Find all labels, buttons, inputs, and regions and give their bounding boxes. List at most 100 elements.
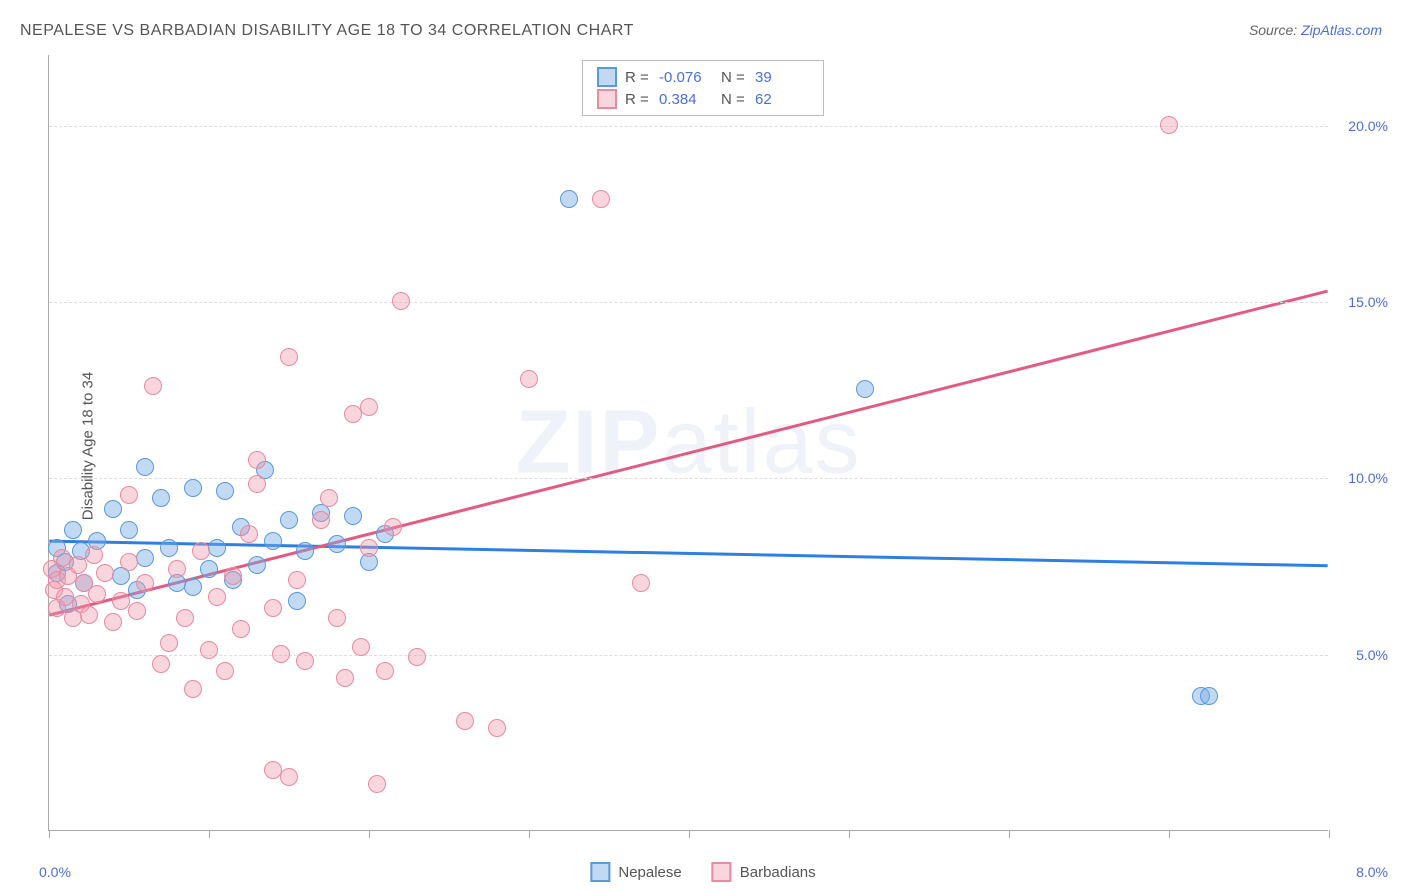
scatter-point [152, 655, 170, 673]
stat-r-label: R = [625, 91, 651, 108]
stat-n-value: 62 [755, 91, 809, 108]
scatter-point [560, 190, 578, 208]
x-tick [49, 830, 50, 838]
x-tick [529, 830, 530, 838]
stats-swatch [597, 89, 617, 109]
scatter-point [392, 292, 410, 310]
gridline [49, 478, 1328, 479]
stats-swatch [597, 67, 617, 87]
gridline [49, 126, 1328, 127]
scatter-point [408, 648, 426, 666]
stats-row: R = -0.076 N = 39 [597, 67, 809, 87]
scatter-point [456, 712, 474, 730]
scatter-point [280, 511, 298, 529]
scatter-point [120, 553, 138, 571]
scatter-point [208, 588, 226, 606]
scatter-point [360, 398, 378, 416]
legend-item: Nepalese [590, 862, 681, 882]
scatter-point [368, 775, 386, 793]
scatter-point [88, 585, 106, 603]
stat-r-value: -0.076 [659, 69, 713, 86]
scatter-point [344, 507, 362, 525]
scatter-point [248, 556, 266, 574]
scatter-point [136, 458, 154, 476]
scatter-point [248, 451, 266, 469]
y-tick-label: 10.0% [1348, 470, 1388, 486]
stat-r-value: 0.384 [659, 91, 713, 108]
scatter-point [264, 532, 282, 550]
bottom-legend: Nepalese Barbadians [590, 862, 815, 882]
stats-box: R = -0.076 N = 39 R = 0.384 N = 62 [582, 60, 824, 116]
trend-lines [49, 55, 1328, 830]
scatter-point [1200, 687, 1218, 705]
scatter-point [184, 578, 202, 596]
scatter-point [592, 190, 610, 208]
y-tick-label: 20.0% [1348, 118, 1388, 134]
scatter-point [296, 542, 314, 560]
scatter-point [152, 489, 170, 507]
scatter-point [128, 602, 146, 620]
scatter-point [352, 638, 370, 656]
scatter-point [856, 380, 874, 398]
source-attribution: Source: ZipAtlas.com [1249, 22, 1382, 38]
scatter-point [160, 539, 178, 557]
scatter-point [120, 521, 138, 539]
x-tick [689, 830, 690, 838]
scatter-point [176, 609, 194, 627]
plot-area: ZIPatlas 5.0%10.0%15.0%20.0%0.0%8.0% [48, 55, 1328, 831]
scatter-point [376, 662, 394, 680]
x-tick [1009, 830, 1010, 838]
scatter-point [120, 486, 138, 504]
legend-swatch [590, 862, 610, 882]
stat-n-value: 39 [755, 69, 809, 86]
x-label-right: 8.0% [1356, 864, 1388, 880]
scatter-point [520, 370, 538, 388]
trend-line [49, 291, 1327, 615]
y-tick-label: 15.0% [1348, 294, 1388, 310]
scatter-point [320, 489, 338, 507]
source-link[interactable]: ZipAtlas.com [1301, 22, 1382, 38]
scatter-point [208, 539, 226, 557]
watermark-rest: atlas [661, 392, 861, 492]
source-label: Source: [1249, 22, 1297, 38]
trend-line [49, 541, 1327, 566]
scatter-point [80, 606, 98, 624]
stat-r-label: R = [625, 69, 651, 86]
scatter-point [224, 567, 242, 585]
stat-n-label: N = [721, 69, 747, 86]
scatter-point [136, 574, 154, 592]
scatter-point [85, 546, 103, 564]
scatter-point [328, 609, 346, 627]
scatter-point [216, 662, 234, 680]
scatter-point [248, 475, 266, 493]
x-tick [209, 830, 210, 838]
scatter-point [192, 542, 210, 560]
legend-item: Barbadians [712, 862, 816, 882]
scatter-point [112, 592, 130, 610]
legend-label: Barbadians [740, 864, 816, 881]
gridline [49, 655, 1328, 656]
scatter-point [336, 669, 354, 687]
scatter-point [288, 592, 306, 610]
x-tick [1169, 830, 1170, 838]
scatter-point [632, 574, 650, 592]
x-tick [369, 830, 370, 838]
legend-swatch [712, 862, 732, 882]
x-tick [1329, 830, 1330, 838]
stats-row: R = 0.384 N = 62 [597, 89, 809, 109]
y-tick-label: 5.0% [1356, 647, 1388, 663]
scatter-point [144, 377, 162, 395]
scatter-point [96, 564, 114, 582]
scatter-point [1160, 116, 1178, 134]
scatter-point [104, 500, 122, 518]
scatter-point [184, 479, 202, 497]
chart-title: NEPALESE VS BARBADIAN DISABILITY AGE 18 … [20, 22, 634, 40]
scatter-point [312, 511, 330, 529]
scatter-point [200, 641, 218, 659]
scatter-point [160, 634, 178, 652]
scatter-point [328, 535, 346, 553]
scatter-point [64, 521, 82, 539]
x-label-left: 0.0% [39, 864, 71, 880]
scatter-point [69, 556, 87, 574]
scatter-point [264, 599, 282, 617]
